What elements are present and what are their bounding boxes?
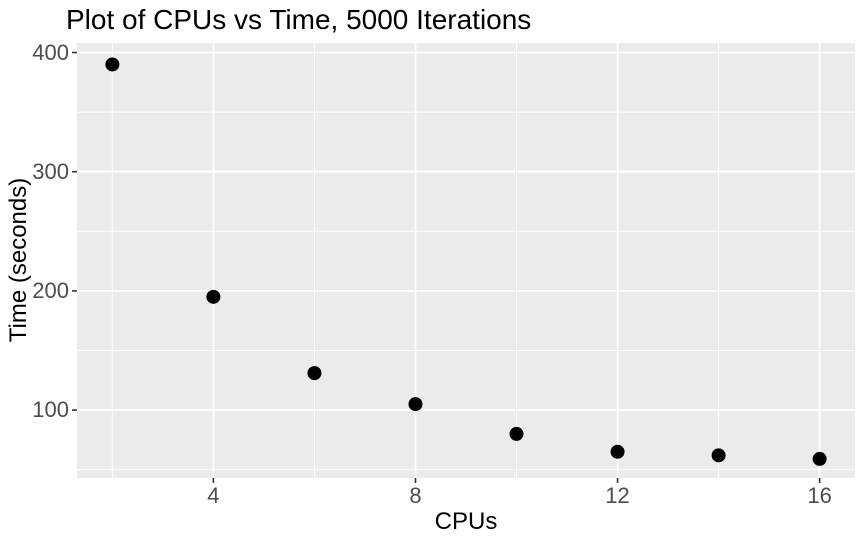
data-point (610, 444, 625, 459)
plot-panel (77, 43, 855, 478)
data-point (812, 451, 827, 466)
x-tick-label: 8 (409, 483, 422, 508)
y-tick-label: 400 (32, 39, 69, 65)
y-tick-label: 300 (32, 158, 69, 184)
chart-title: Plot of CPUs vs Time, 5000 Iterations (66, 4, 532, 35)
data-point (206, 289, 221, 304)
y-axis-label: Time (seconds) (5, 177, 32, 343)
data-point (408, 397, 423, 412)
x-tick-label: 16 (807, 483, 832, 508)
x-tick-label: 4 (207, 483, 220, 508)
data-point (105, 57, 120, 72)
data-point (509, 426, 524, 441)
x-axis-label: CPUs (434, 508, 498, 535)
data-point (711, 448, 726, 463)
data-point (307, 366, 322, 381)
y-tick-label: 100 (32, 397, 69, 423)
x-tick-label: 12 (605, 483, 630, 508)
y-tick-label: 200 (32, 277, 69, 303)
